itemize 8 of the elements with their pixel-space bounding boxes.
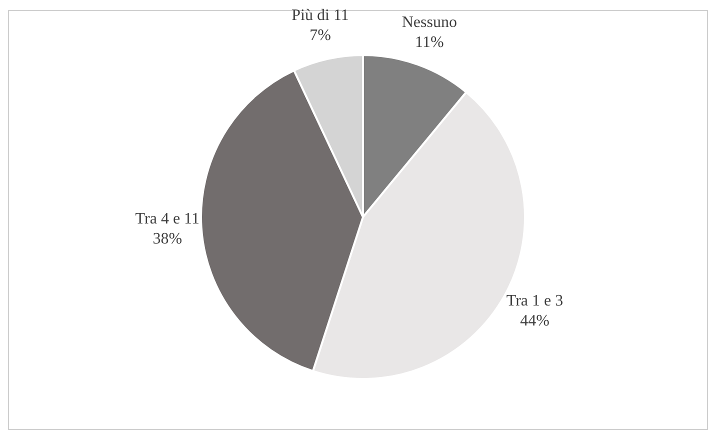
data-label: 11% [415, 34, 444, 51]
data-label: 7% [310, 26, 331, 44]
slice-label: Più di 11 [292, 6, 349, 24]
slice-label: Nessuno [402, 14, 457, 31]
data-label: 44% [520, 312, 550, 330]
slice-label: Tra 1 e 3 [506, 292, 564, 310]
data-label: 38% [152, 230, 182, 248]
slice-label: Tra 4 e 11 [135, 210, 200, 228]
